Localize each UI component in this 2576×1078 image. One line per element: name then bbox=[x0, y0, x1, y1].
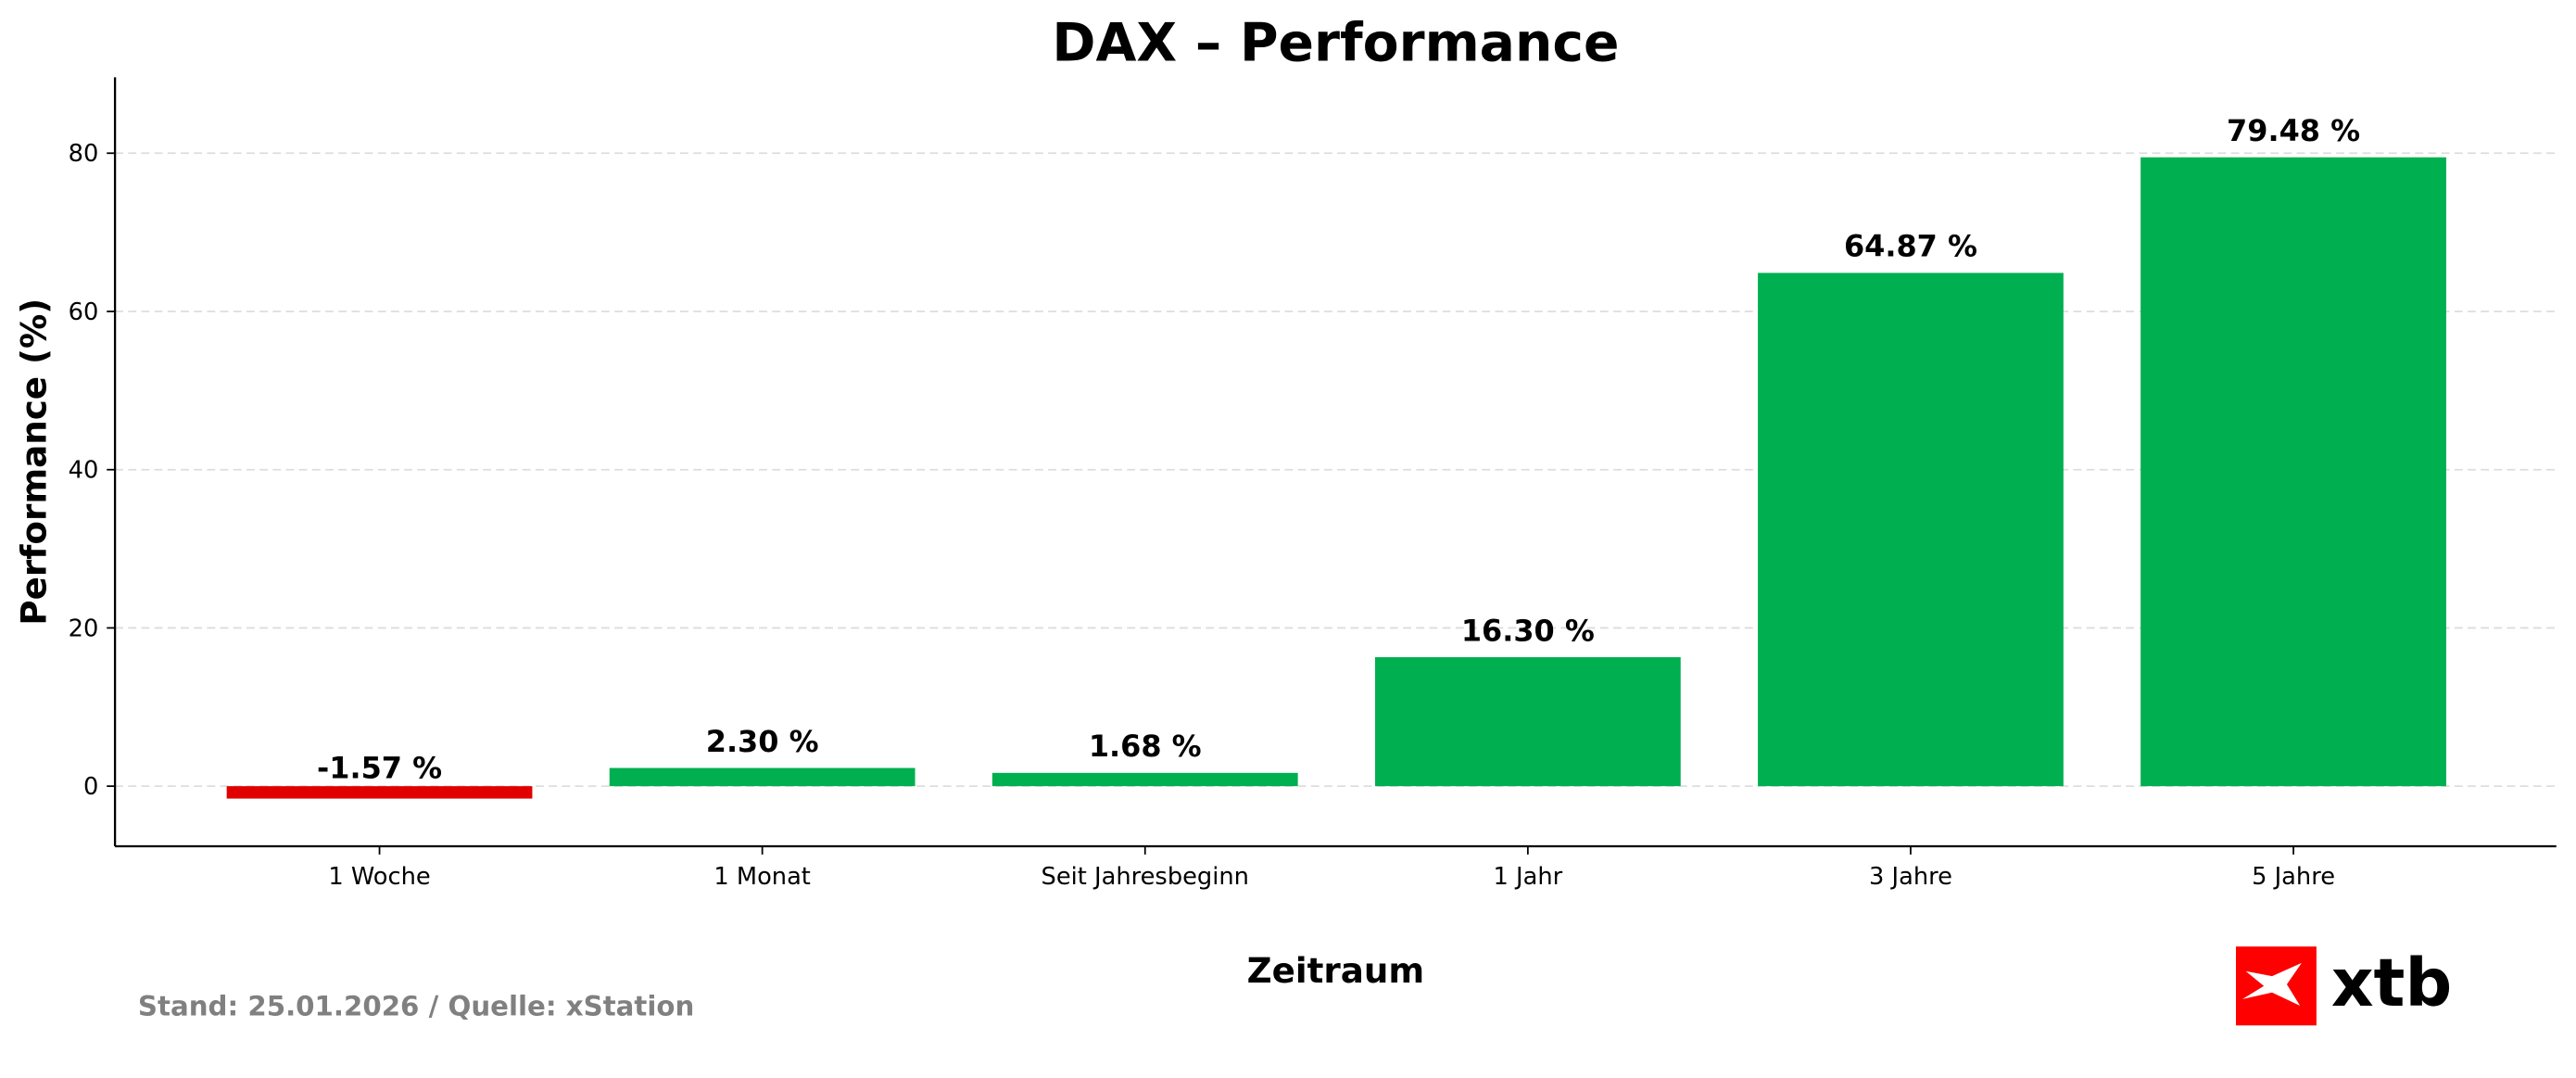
xtb-logo-text: xtb bbox=[2331, 945, 2452, 1021]
x-mark-icon bbox=[2242, 962, 2302, 1006]
data-label: 1.68 % bbox=[1089, 729, 1202, 764]
bar-1-monat bbox=[609, 767, 915, 787]
bar-1-woche bbox=[226, 786, 533, 799]
x-tick-label: Seit Jahresbeginn bbox=[1042, 863, 1249, 891]
x-tick-label: 3 Jahre bbox=[1869, 863, 1952, 891]
y-tick-label: 40 bbox=[69, 457, 99, 485]
y-tick-label: 80 bbox=[69, 140, 99, 168]
y-axis-title: Performance (%) bbox=[14, 298, 55, 626]
y-ticks: 0 20 40 60 80 bbox=[69, 140, 116, 801]
chart-title: DAX – Performance bbox=[1052, 13, 1619, 74]
data-label: 16.30 % bbox=[1461, 613, 1595, 648]
data-labels: -1.57 % 2.30 % 1.68 % 16.30 % 64.87 % 79.48 % bbox=[317, 113, 2360, 785]
bar-3-jahre bbox=[1758, 273, 2064, 787]
x-ticks: 1 Woche 1 Monat Seit Jahresbeginn 1 Jahr 3 J… bbox=[328, 846, 2335, 891]
bars bbox=[226, 157, 2446, 799]
y-tick-label: 0 bbox=[83, 773, 98, 801]
bar-seit-jahresbeginn bbox=[991, 772, 1298, 787]
data-label: -1.57 % bbox=[317, 750, 442, 785]
source-note: Stand: 25.01.2026 / Quelle: xStation bbox=[138, 991, 694, 1022]
data-label: 79.48 % bbox=[2227, 113, 2360, 148]
x-tick-label: 1 Jahr bbox=[1494, 863, 1563, 891]
y-tick-label: 60 bbox=[69, 298, 99, 326]
x-tick-label: 1 Monat bbox=[713, 863, 810, 891]
xtb-logo: xtb bbox=[2235, 945, 2452, 1026]
x-axis-title: Zeitraum bbox=[1247, 950, 1425, 991]
y-tick-label: 20 bbox=[69, 615, 99, 642]
bar-1-jahr bbox=[1374, 657, 1681, 787]
data-label: 2.30 % bbox=[706, 724, 819, 759]
data-label: 64.87 % bbox=[1844, 229, 1977, 264]
x-tick-label: 1 Woche bbox=[328, 863, 430, 891]
x-tick-label: 5 Jahre bbox=[2252, 863, 2335, 891]
bar-5-jahre bbox=[2140, 157, 2446, 787]
